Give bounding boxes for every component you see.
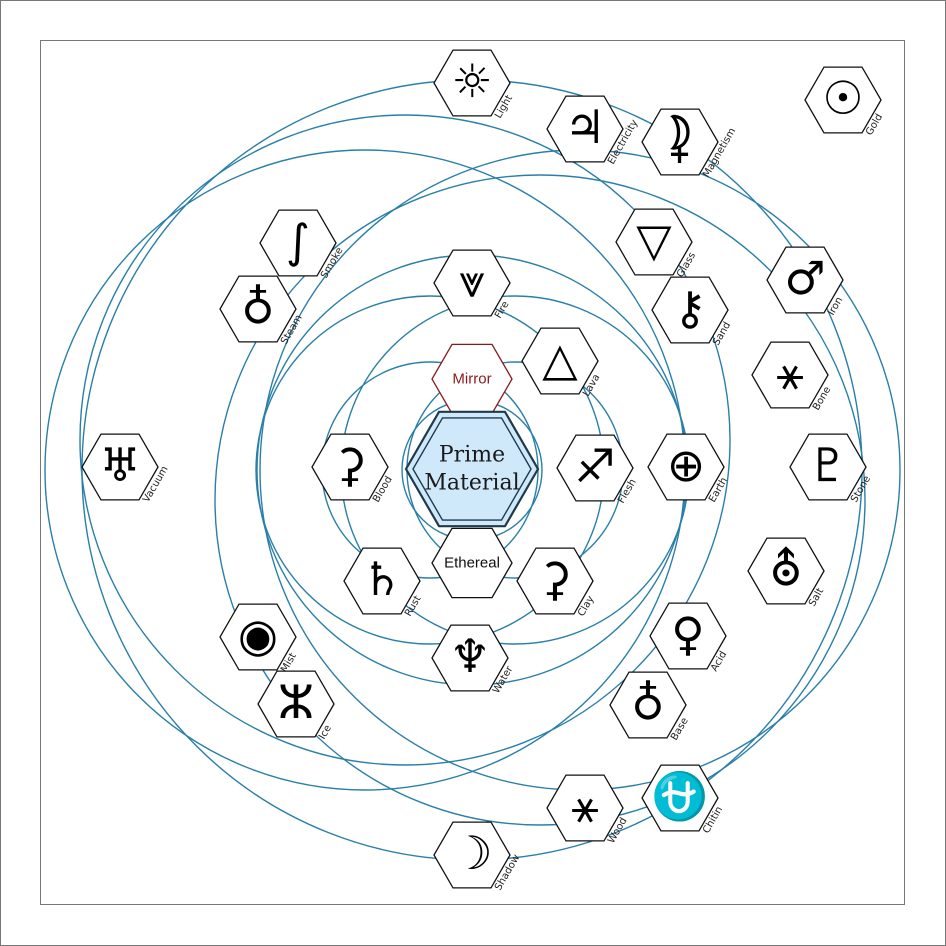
prime-material-inner-hexagon (412, 417, 532, 521)
smoke-icon: ∫ (286, 214, 310, 268)
element-hexagon (751, 341, 829, 409)
element-node-fire[interactable]: ⩔Fire (433, 249, 512, 321)
element-hexagon (219, 275, 297, 343)
element-hexagon (546, 774, 624, 842)
ice-icon: ⵣ (278, 675, 314, 729)
wood-asterisk-icon: ⚹ (571, 779, 599, 833)
element-node-sand[interactable]: ⚷ Sand (651, 276, 733, 348)
element-hexagon (546, 95, 624, 163)
element-hexagon (615, 208, 693, 276)
element-hexagon (259, 209, 337, 277)
element-node-vacuum[interactable]: ♅ Vacuum (81, 433, 171, 505)
element-node-bone[interactable]: ⚹ Bone (751, 341, 833, 413)
element-hexagon (431, 624, 509, 692)
element-hexagon (766, 246, 844, 314)
orbit-ring-8 (79, 114, 731, 766)
element-hexagon (81, 433, 159, 501)
uranus-icon: ♅ (99, 438, 140, 492)
element-node-shadow[interactable]: ☽ Shadow (433, 821, 522, 893)
element-node-rust[interactable]: ♄Rust (343, 547, 424, 619)
element-hexagon (433, 49, 511, 117)
blood-icon: ⚳ (333, 438, 367, 492)
element-hexagon (649, 602, 727, 670)
diagram-frame (40, 40, 905, 905)
element-node-smoke[interactable]: ∫ Smoke (259, 209, 345, 281)
element-hexagon (433, 249, 511, 317)
circled-cross-icon: ⊕ (667, 438, 706, 492)
ethereal-hexagon (431, 527, 513, 599)
element-hexagon (647, 433, 725, 501)
orbit-ring-7 (214, 174, 866, 826)
element-node-salt[interactable]: ⛢Salt (747, 537, 826, 609)
element-nodes: ☼ Light ♃ Electricity ⯝ Magnetism ☉ Gold ∫ Smoke ▽… (81, 49, 885, 893)
element-node-light[interactable]: ☼ Light (433, 49, 515, 121)
base-icon: ♁ (631, 676, 665, 730)
sagittarius-arrow-icon: ♐ (574, 439, 615, 493)
prime-material-outer-hexagon (404, 410, 540, 528)
saturn-icon: ♄ (361, 552, 402, 606)
element-node-electricity[interactable]: ♃ Electricity (546, 95, 640, 167)
element-node-base[interactable]: ♁ Base (609, 671, 691, 743)
element-hexagon (433, 821, 511, 889)
element-node-steam[interactable]: ♁ Steam (219, 275, 305, 347)
fire-arrow-icon: ⩔ (459, 254, 485, 308)
goblet-icon: ▽ (636, 213, 672, 267)
element-hexagon (257, 670, 335, 738)
sun-dot-icon: ☉ (822, 71, 863, 125)
ethereal-node[interactable]: Ethereal (431, 527, 513, 599)
element-node-glass[interactable]: ▽ Glass (615, 208, 698, 280)
salt-icon: ⛢ (769, 542, 803, 596)
element-hexagon (651, 276, 729, 344)
lava-triangle-icon: △ (542, 332, 578, 386)
sun-icon: ☼ (451, 54, 492, 108)
shadow-moon-icon: ☽ (451, 826, 492, 880)
pluto-icon: ♇ (807, 438, 848, 492)
magnetism-icon: ⯝ (666, 113, 693, 167)
element-node-wood[interactable]: ⚹ Wood (546, 774, 630, 846)
steam-icon: ♁ (241, 280, 275, 334)
element-node-magnetism[interactable]: ⯝ Magnetism (641, 108, 738, 180)
eye-icon: ◉ (238, 608, 278, 662)
element-hexagon (521, 327, 599, 395)
ceres-icon: ⚳ (538, 552, 572, 606)
prime-material-label-line1: Prime (439, 443, 505, 468)
element-hexagon (609, 671, 687, 739)
element-hexagon (804, 66, 882, 134)
trident-icon: ♆ (449, 629, 490, 683)
venus-icon: ♀ (671, 607, 705, 661)
element-hexagon (556, 434, 634, 502)
jupiter-icon: ♃ (564, 100, 605, 154)
element-node-clay[interactable]: ⚳Clay (516, 547, 597, 619)
element-node-mist[interactable]: ◉Mist (219, 603, 299, 675)
element-hexagon (641, 764, 719, 832)
prime-material-node[interactable]: Prime Material (404, 410, 540, 528)
element-node-water[interactable]: ♆ Water (431, 624, 516, 696)
ethereal-label: Ethereal (444, 555, 500, 572)
element-hexagon (747, 537, 825, 605)
element-node-gold[interactable]: ☉ Gold (804, 66, 885, 138)
element-node-lava[interactable]: △ Lava (521, 327, 602, 399)
element-hexagon (219, 603, 297, 671)
element-node-acid[interactable]: ♀Acid (649, 602, 729, 674)
chiron-icon: ⚷ (673, 281, 707, 335)
bone-icon: ⚹ (776, 346, 804, 400)
chitin-icon: ⛎ (651, 769, 708, 823)
element-hexagon (516, 547, 594, 615)
element-node-iron[interactable]: ♂Iron (766, 246, 845, 318)
mirror-node[interactable]: Mirror (431, 343, 513, 415)
mars-icon: ♂ (784, 251, 825, 305)
element-node-flesh[interactable]: ♐ Flesh (556, 434, 639, 506)
element-hexagon (311, 433, 389, 501)
element-hexagon (343, 547, 421, 615)
mirror-label: Mirror (452, 371, 491, 388)
element-node-earth[interactable]: ⊕ Earth (647, 433, 730, 505)
element-node-blood[interactable]: ⚳ Blood (311, 433, 395, 505)
element-hexagon (789, 433, 867, 501)
prime-material-label-line2: Material (424, 471, 519, 496)
element-hexagon (641, 108, 719, 176)
element-node-chitin[interactable]: ⛎Chitin (641, 764, 725, 836)
